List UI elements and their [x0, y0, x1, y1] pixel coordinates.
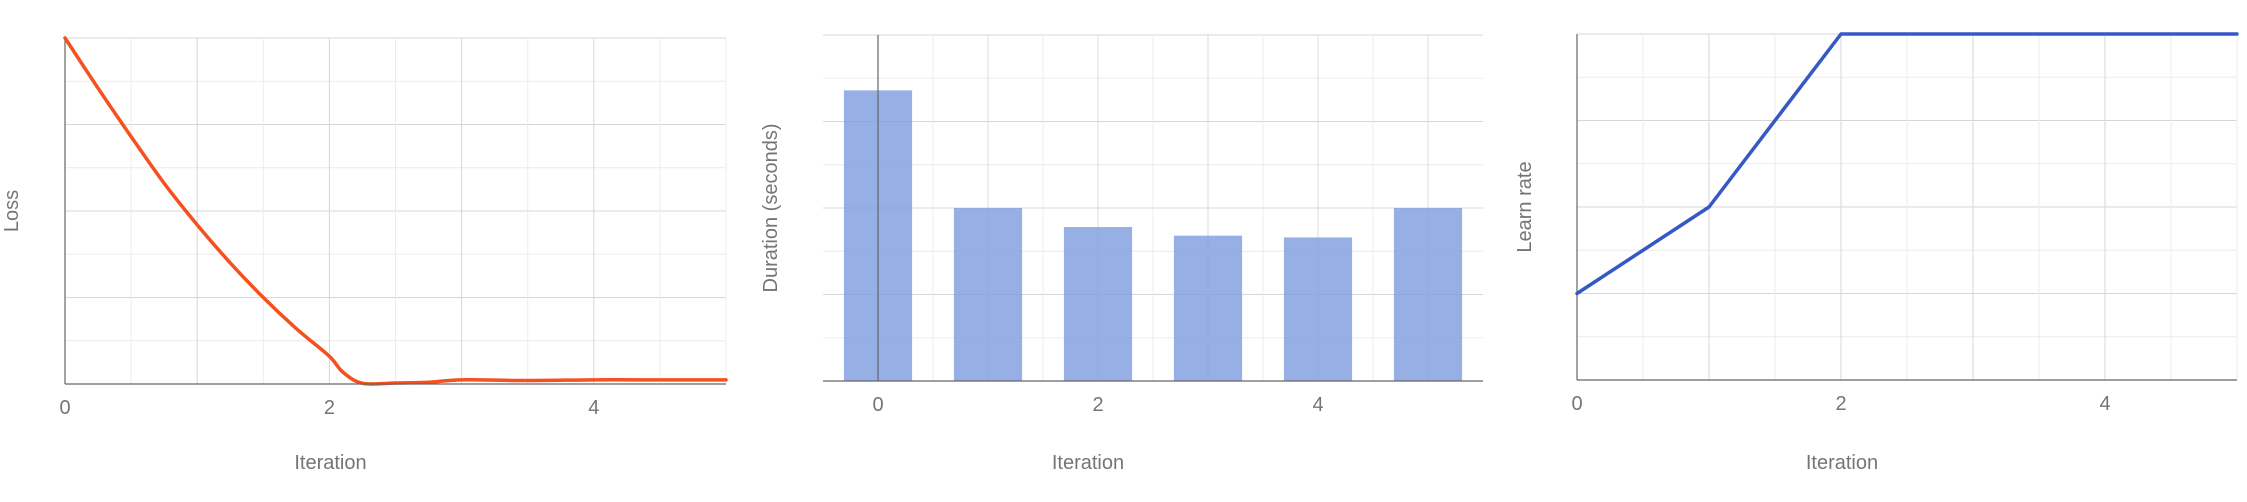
chart-3: 0 2 4 Iteration Learn rate — [1514, 32, 2239, 474]
x-tick-label: 4 — [588, 397, 599, 419]
y-axis-label: Learn rate — [1514, 161, 1536, 252]
bar-iteration-4[interactable] — [1283, 237, 1353, 381]
bar-iteration-2[interactable] — [1063, 227, 1133, 381]
chart-2: 0 2 4 Iteration Duration (seconds) — [760, 34, 1483, 474]
chart-3-series-line[interactable] — [1575, 32, 2239, 296]
x-tick-label: 4 — [2099, 393, 2110, 415]
chart-3-gridlines — [1577, 33, 2238, 380]
x-tick-label: 2 — [1092, 394, 1103, 416]
x-tick-label: 0 — [1571, 393, 1582, 415]
chart-1: 0 2 4 Iteration Loss — [1, 36, 728, 474]
y-axis-label: Duration (seconds) — [760, 124, 782, 293]
chart-1-series-line[interactable] — [63, 36, 728, 386]
x-tick-label: 2 — [1835, 393, 1846, 415]
x-axis-label: Iteration — [1806, 452, 1878, 474]
chart-2-gridlines — [823, 34, 1483, 381]
x-axis-label: Iteration — [1052, 452, 1124, 474]
bar-iteration-5[interactable] — [1393, 208, 1463, 381]
x-tick-label: 0 — [59, 397, 70, 419]
chart-1-gridlines — [65, 37, 727, 384]
x-tick-label: 4 — [1312, 394, 1323, 416]
x-tick-label: 2 — [324, 397, 335, 419]
x-axis-label: Iteration — [294, 452, 366, 474]
bar-iteration-1[interactable] — [953, 208, 1023, 381]
bar-iteration-3[interactable] — [1173, 235, 1243, 381]
x-tick-label: 0 — [872, 394, 883, 416]
y-axis-label: Loss — [1, 190, 23, 232]
